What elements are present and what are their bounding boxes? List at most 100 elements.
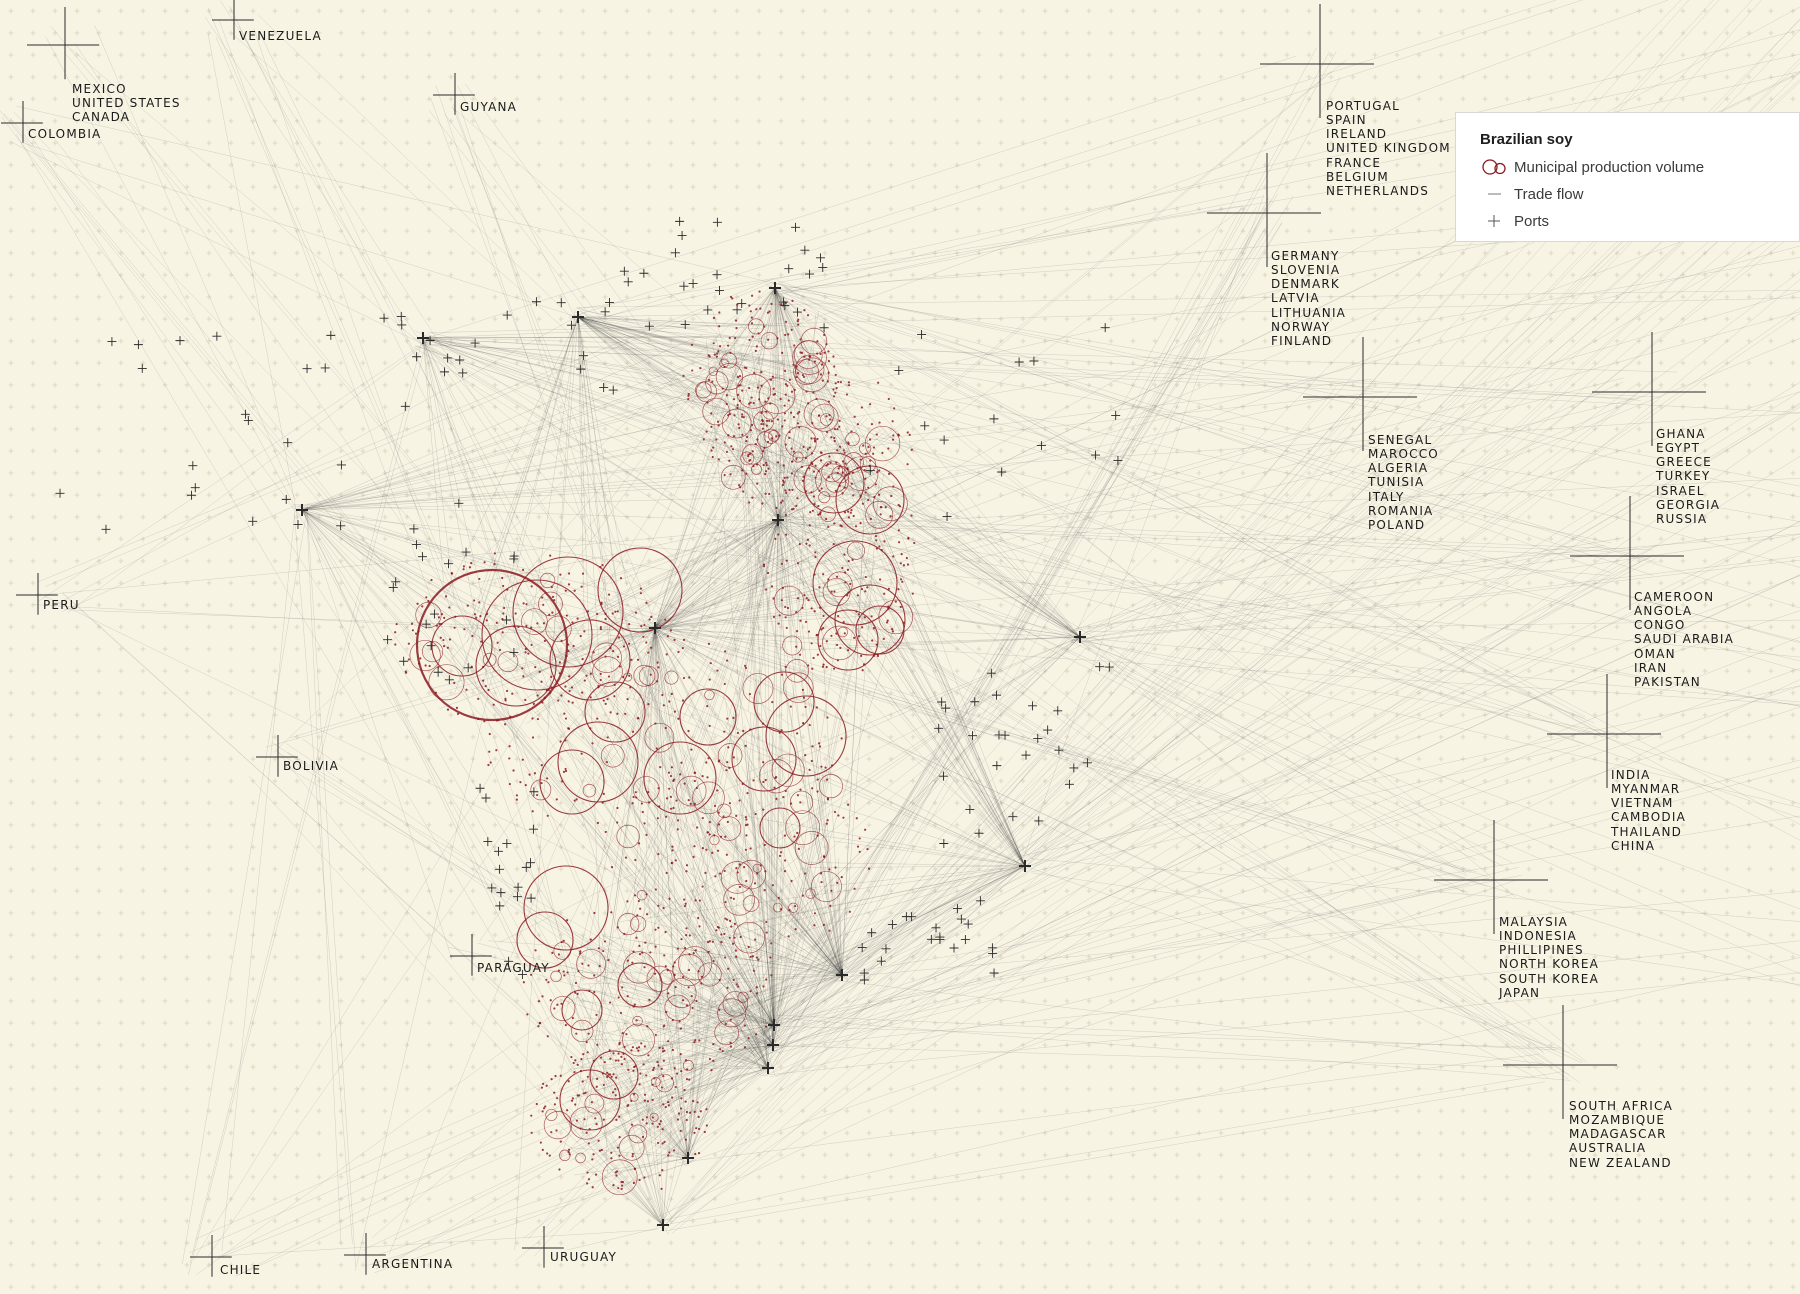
production-dot <box>747 453 750 456</box>
domestic-flow-line <box>728 519 779 747</box>
production-dot <box>473 599 476 602</box>
production-dot <box>846 649 850 652</box>
domestic-flow-line <box>821 580 1026 867</box>
production-dot <box>643 1099 646 1102</box>
domestic-flow-line <box>583 974 843 1040</box>
production-dot <box>583 679 586 682</box>
production-dot <box>744 816 748 819</box>
production-circle <box>623 951 656 984</box>
production-dot <box>887 605 890 608</box>
production-dot <box>706 401 709 404</box>
domestic-flow-line <box>626 1024 775 1053</box>
production-dot <box>701 774 704 778</box>
production-dot <box>576 1063 579 1066</box>
trade-flow-line <box>70 48 1035 860</box>
trade-flow-line <box>1017 685 1800 858</box>
production-dot <box>749 728 752 731</box>
production-dot <box>818 586 821 589</box>
production-dot <box>718 345 722 348</box>
production-dot <box>722 815 725 818</box>
production-dot <box>726 820 729 824</box>
production-dot <box>729 1045 733 1048</box>
port-marker <box>133 340 143 350</box>
domestic-flow-line <box>774 287 786 471</box>
destination-label-south-asia: INDIA MYANMAR VIETNAM CAMBODIA THAILAND CHINA <box>1611 767 1686 854</box>
production-dot <box>548 1154 551 1157</box>
production-dot <box>608 1001 612 1004</box>
production-dot <box>687 394 690 398</box>
trade-flow-line <box>182 504 308 1265</box>
domestic-flow-line <box>301 477 839 511</box>
production-dot <box>549 691 552 694</box>
production-dot <box>657 926 660 929</box>
production-dot <box>772 597 775 600</box>
production-dot <box>827 578 830 581</box>
production-dot <box>868 438 872 441</box>
production-dot <box>617 636 621 639</box>
production-circle <box>539 572 556 588</box>
trade-flow-line <box>52 311 586 607</box>
domestic-flow-line <box>777 385 796 521</box>
domestic-flow-line <box>749 287 776 352</box>
port-marker <box>107 337 117 347</box>
trade-flow-line <box>499 644 1082 943</box>
production-dot <box>541 1110 544 1113</box>
port-marker <box>1113 455 1123 465</box>
domestic-flow-line <box>499 287 776 643</box>
port-marker <box>566 320 576 330</box>
production-dot <box>772 387 775 390</box>
production-dot <box>845 393 849 396</box>
port-marker <box>732 305 742 315</box>
domestic-flow-line <box>757 421 779 521</box>
destination-label-mediterranean: SENEGAL MAROCCO ALGERIA TUNISIA ITALY ROMANIA… <box>1368 432 1439 533</box>
production-dot <box>790 328 793 331</box>
production-dot <box>887 447 890 450</box>
production-dot <box>599 627 602 631</box>
production-dot <box>564 589 567 592</box>
production-dot <box>694 1039 697 1042</box>
production-dot <box>841 566 844 570</box>
domestic-flow-line <box>671 1024 775 1137</box>
production-dot <box>733 414 736 417</box>
production-circle <box>559 1149 571 1162</box>
production-dot <box>713 353 716 356</box>
production-dot <box>783 870 787 873</box>
trade-flow-line <box>1086 619 1800 632</box>
domestic-flow-line <box>774 287 785 382</box>
trade-flow-line <box>665 164 1800 1224</box>
domestic-flow-line <box>682 865 1026 1032</box>
production-dot <box>725 659 729 662</box>
domestic-flow-line <box>654 462 743 629</box>
production-dot <box>618 1136 621 1139</box>
domestic-flow-line <box>654 627 790 815</box>
trade-flow-line <box>514 308 576 1251</box>
destination-cross-marker <box>433 73 475 115</box>
production-dot <box>796 497 799 500</box>
production-dot <box>650 615 653 618</box>
trade-flow-line <box>309 504 1472 873</box>
production-dot <box>724 1022 727 1026</box>
production-dot <box>814 464 817 467</box>
production-dot <box>755 463 759 466</box>
domestic-flow-line <box>763 408 775 1026</box>
production-dot <box>812 391 815 394</box>
domestic-flow-line <box>724 287 776 400</box>
port-marker <box>1029 356 1039 366</box>
production-dot <box>670 1077 674 1080</box>
domestic-flow-line <box>777 519 844 573</box>
domestic-flow-line <box>617 519 779 1047</box>
trade-flow-line <box>193 295 784 1260</box>
production-dot <box>624 856 628 859</box>
production-circle <box>497 651 519 672</box>
production-dot <box>537 1000 541 1003</box>
legend-label-production: Municipal production volume <box>1514 158 1705 176</box>
port-marker <box>836 969 848 981</box>
production-dot <box>585 674 588 677</box>
domestic-flow-line <box>738 992 774 1046</box>
production-dot <box>842 816 845 819</box>
production-dot <box>734 319 738 322</box>
trade-flow-line <box>778 297 1610 736</box>
production-dot <box>698 1039 701 1042</box>
production-circle <box>736 859 767 890</box>
domestic-flow-line <box>816 428 1081 638</box>
